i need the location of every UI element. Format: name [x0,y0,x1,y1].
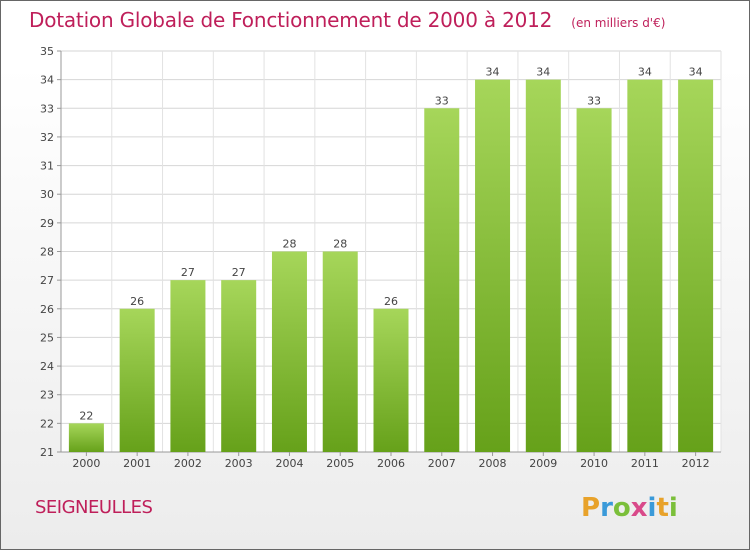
bar-value-label: 33 [587,94,601,107]
y-tick-label: 32 [40,131,54,144]
bar-value-label: 34 [638,66,652,79]
bar [373,308,409,452]
x-tick-label: 2002 [174,457,202,470]
y-tick-label: 34 [40,74,54,87]
bar-value-label: 34 [536,66,550,79]
bar-value-label: 27 [232,266,246,279]
bar [576,108,612,453]
bar-value-label: 22 [79,409,93,422]
bar-value-label: 26 [384,295,398,308]
x-tick-label: 2001 [123,457,151,470]
bar [525,79,561,453]
svg-text:Proxiti: Proxiti [581,493,678,523]
bar [322,251,358,452]
x-tick-label: 2011 [631,457,659,470]
proxiti-logo: Proxiti [581,493,678,523]
x-tick-label: 2008 [479,457,507,470]
bar-value-label: 34 [689,66,703,79]
x-tick-label: 2007 [428,457,456,470]
x-tick-label: 2005 [326,457,354,470]
bar [424,108,460,453]
x-tick-label: 2003 [225,457,253,470]
bar [627,79,663,453]
x-tick-label: 2012 [682,457,710,470]
y-tick-label: 27 [40,274,54,287]
bar [68,423,104,452]
y-tick-label: 23 [40,389,54,402]
bar [678,79,714,453]
y-tick-label: 29 [40,217,54,230]
y-tick-label: 24 [40,360,54,373]
bar [221,280,257,452]
x-tick-label: 2009 [529,457,557,470]
bar-value-label: 34 [486,66,500,79]
chart-unit-note: (en milliers d'€) [571,16,666,30]
y-tick-label: 26 [40,303,54,316]
commune-name: SEIGNEULLES [35,497,153,518]
bar [170,280,206,452]
bar-value-label: 33 [435,94,449,107]
bar [475,79,511,453]
y-tick-label: 21 [40,446,54,459]
chart-title: Dotation Globale de Fonctionnement de 20… [29,8,553,32]
bar-value-label: 27 [181,266,195,279]
bar [119,308,155,452]
y-tick-label: 25 [40,331,54,344]
bar-value-label: 28 [333,238,347,251]
title-row: Dotation Globale de Fonctionnement de 20… [29,8,665,32]
x-tick-label: 2010 [580,457,608,470]
bar [271,251,307,452]
y-tick-label: 30 [40,188,54,201]
bar-value-label: 26 [130,295,144,308]
y-tick-label: 22 [40,417,54,430]
y-tick-label: 35 [40,45,54,58]
bar-value-label: 28 [282,238,296,251]
y-tick-label: 31 [40,160,54,173]
x-tick-label: 2006 [377,457,405,470]
x-tick-label: 2004 [275,457,303,470]
y-tick-label: 28 [40,246,54,259]
x-tick-label: 2000 [72,457,100,470]
y-tick-label: 33 [40,102,54,115]
